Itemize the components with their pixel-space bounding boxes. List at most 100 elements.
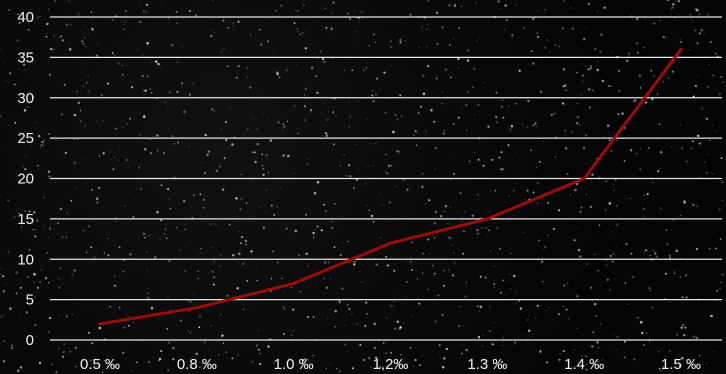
speckle	[705, 117, 708, 120]
speckle	[513, 274, 516, 278]
speckle	[710, 314, 713, 318]
x-tick-label: 1.0 ‰	[274, 356, 314, 373]
speckle	[404, 39, 407, 42]
speckle	[7, 9, 10, 12]
speckle	[181, 82, 184, 85]
speckle	[405, 281, 408, 283]
speckle	[547, 201, 550, 205]
speckle	[460, 5, 463, 8]
speckle	[332, 111, 334, 114]
speckle	[204, 341, 206, 343]
speckle	[279, 187, 281, 189]
speckle	[413, 134, 416, 136]
speckle	[666, 37, 668, 39]
speckle	[240, 235, 244, 239]
speckle	[334, 310, 337, 313]
speckle	[659, 207, 662, 210]
speckle	[549, 51, 551, 53]
speckle	[372, 100, 375, 103]
speckle	[102, 152, 105, 155]
speckle	[443, 269, 445, 272]
speckle	[212, 283, 215, 286]
speckle	[615, 348, 618, 351]
speckle	[636, 51, 639, 54]
speckle	[427, 238, 430, 241]
speckle	[718, 92, 721, 96]
speckle	[574, 322, 576, 324]
speckle	[399, 38, 402, 41]
speckle	[113, 156, 116, 159]
speckle	[44, 277, 48, 280]
speckle	[0, 316, 2, 318]
speckle	[502, 99, 504, 101]
speckle	[297, 31, 300, 33]
speckle	[132, 321, 134, 323]
speckle	[84, 125, 86, 127]
speckle	[708, 247, 711, 250]
y-tick-label: 5	[26, 292, 34, 309]
speckle	[47, 170, 51, 173]
speckle	[43, 196, 46, 199]
speckle	[112, 168, 115, 170]
speckle	[114, 220, 116, 222]
speckle	[159, 66, 161, 68]
speckle	[461, 352, 463, 355]
speckle	[582, 146, 586, 149]
speckle	[347, 12, 349, 15]
speckle	[354, 261, 356, 263]
speckle	[334, 203, 336, 205]
speckle	[428, 199, 431, 202]
speckle	[605, 263, 608, 266]
speckle	[568, 318, 570, 320]
speckle	[73, 113, 77, 117]
speckle	[330, 27, 333, 30]
speckle	[167, 187, 170, 191]
speckle	[355, 31, 358, 33]
speckle	[448, 44, 451, 46]
speckle	[585, 27, 587, 29]
speckle	[543, 141, 545, 143]
speckle	[25, 181, 27, 183]
speckle	[611, 260, 614, 263]
speckle	[197, 270, 199, 273]
speckle	[576, 327, 578, 329]
speckle	[579, 255, 582, 258]
speckle	[434, 147, 437, 150]
speckle	[365, 301, 368, 304]
speckle	[19, 366, 23, 369]
speckle	[672, 219, 675, 222]
speckle	[224, 120, 228, 124]
speckle	[90, 359, 92, 362]
speckle	[213, 32, 215, 34]
speckle	[483, 82, 485, 84]
speckle	[585, 363, 587, 365]
speckle	[548, 306, 550, 308]
speckle	[366, 312, 369, 315]
speckle	[441, 91, 444, 93]
speckle	[476, 40, 478, 42]
speckle	[667, 36, 669, 38]
speckle	[427, 0, 430, 2]
speckle	[171, 43, 174, 47]
speckle	[669, 350, 671, 352]
x-tick-label: 0.5 ‰	[80, 356, 120, 373]
speckle	[158, 357, 162, 361]
speckle	[680, 356, 684, 360]
speckle	[179, 319, 183, 322]
speckle	[508, 105, 510, 107]
speckle	[327, 261, 329, 263]
speckle	[160, 219, 163, 222]
speckle	[87, 89, 91, 93]
speckle	[571, 27, 574, 30]
speckle	[373, 322, 376, 326]
speckle	[189, 300, 193, 304]
speckle	[33, 273, 36, 276]
speckle	[419, 364, 421, 367]
speckle	[465, 281, 468, 284]
speckle	[402, 322, 405, 324]
speckle	[653, 22, 656, 25]
speckle	[642, 208, 644, 210]
speckle	[314, 53, 316, 55]
speckle	[420, 105, 422, 108]
